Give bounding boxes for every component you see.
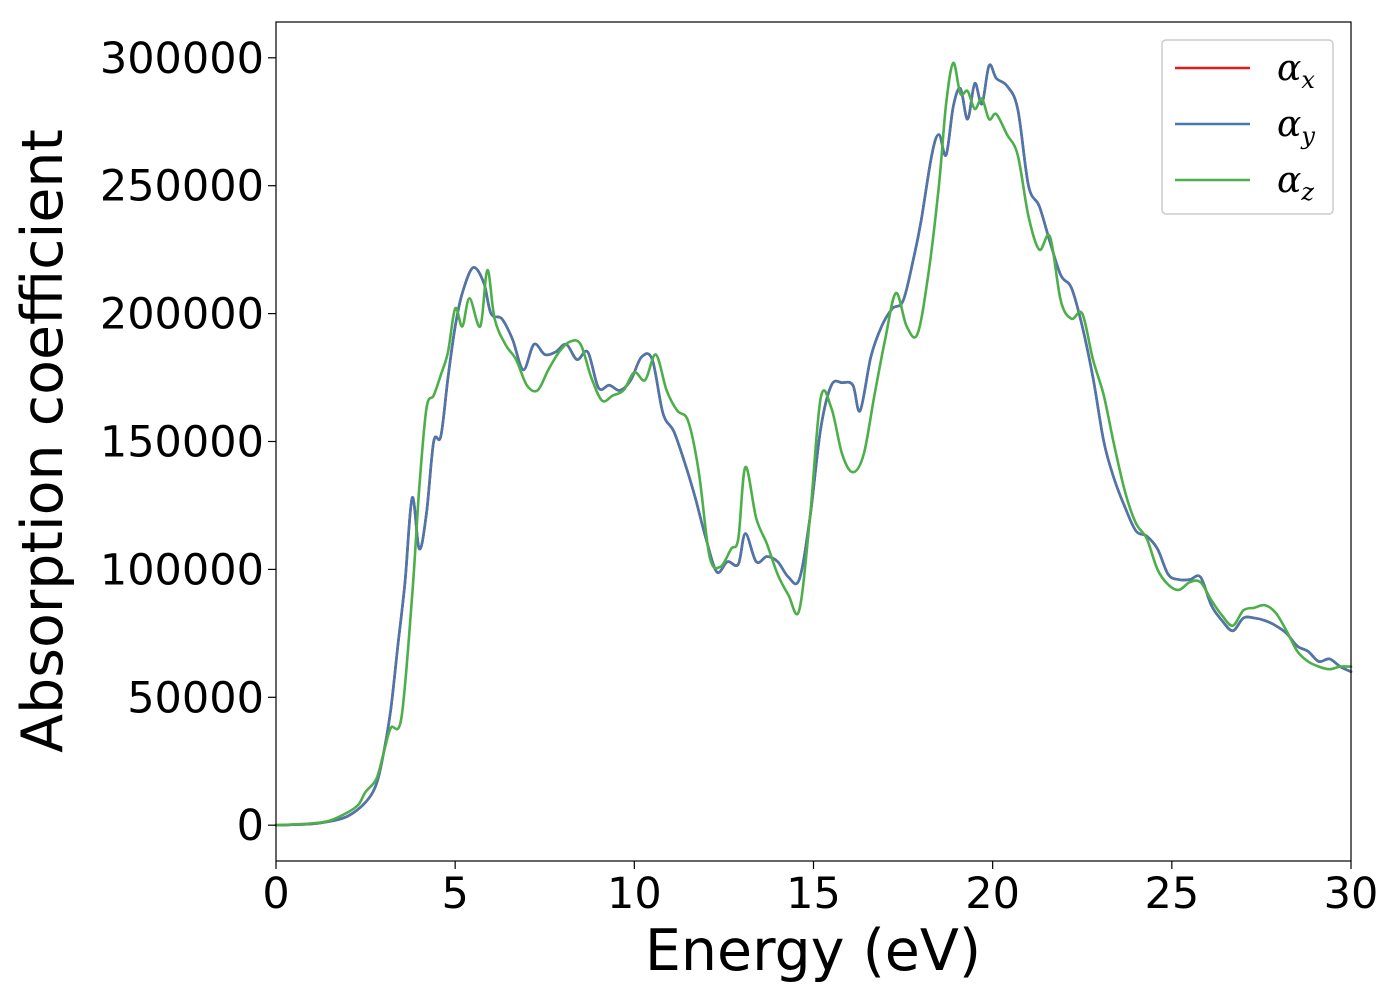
x-axis: 0 5 10 15 20 25 30 — [262, 861, 1378, 919]
legend-label-z: αz — [1277, 160, 1314, 206]
x-tick-label: 30 — [1324, 869, 1379, 919]
legend: αx αy αz — [1161, 39, 1334, 215]
y-tick-label: 250000 — [100, 162, 264, 212]
legend-entries: αx αy αz — [1175, 48, 1315, 206]
y-tick-label: 0 — [237, 801, 264, 851]
y-tick-label: 150000 — [100, 418, 264, 468]
legend-label-x: αx — [1277, 48, 1315, 94]
y-tick-label: 100000 — [100, 545, 264, 595]
x-tick-label: 5 — [441, 869, 468, 919]
series-line-z — [274, 61, 1353, 827]
y-axis: 0 50000 100000 150000 200000 250000 300000 — [100, 34, 276, 851]
x-axis-title: Energy (eV) — [645, 918, 981, 984]
legend-label-y: αy — [1277, 104, 1315, 150]
y-tick-label: 50000 — [127, 673, 264, 723]
x-tick-label: 25 — [1144, 869, 1199, 919]
x-tick-label: 15 — [786, 869, 841, 919]
x-tick-label: 10 — [607, 869, 662, 919]
x-tick-label: 20 — [965, 869, 1020, 919]
y-tick-label: 300000 — [100, 34, 264, 84]
y-tick-label: 200000 — [100, 290, 264, 340]
series-line-y — [274, 63, 1353, 827]
x-tick-label: 0 — [262, 869, 289, 919]
series-layer — [274, 61, 1353, 827]
y-axis-title: Absorption coefficient — [10, 129, 76, 753]
legend-frame — [1161, 39, 1334, 215]
